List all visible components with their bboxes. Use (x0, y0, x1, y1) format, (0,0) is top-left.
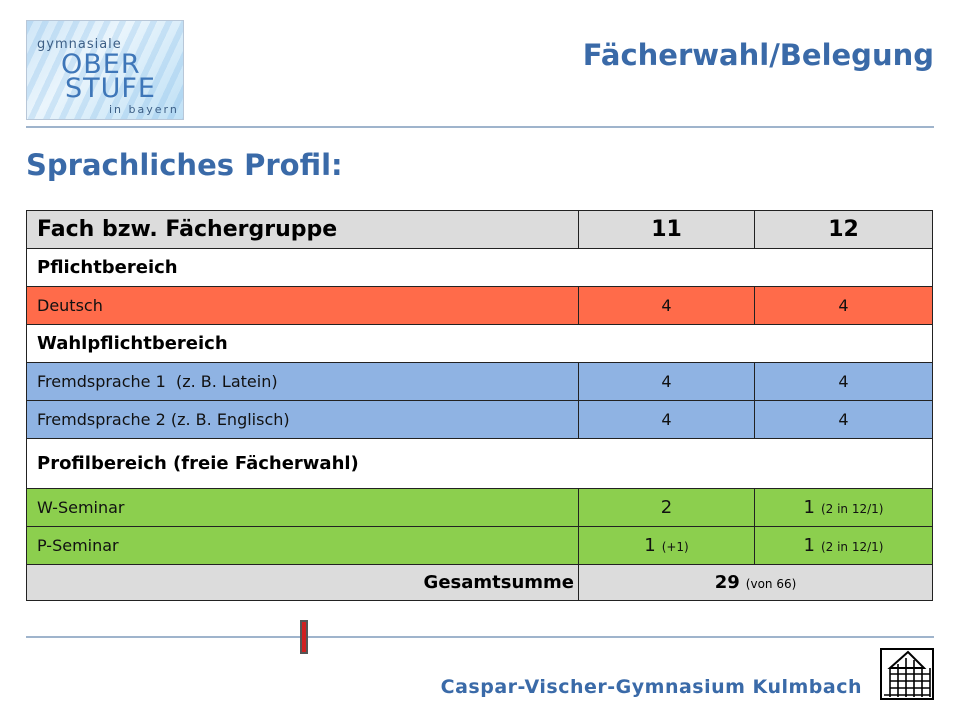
oberstufe-logo: gymnasiale OBER STUFE in bayern (26, 20, 184, 120)
subject-table: Fach bzw. Fächergruppe 11 12 Pflichtbere… (26, 210, 933, 601)
profile-subtitle: Sprachliches Profil: (26, 148, 343, 182)
logo-background (27, 21, 183, 119)
hours-12-cell: 1 (2 in 12/1) (754, 526, 933, 565)
hours-12: 4 (754, 400, 933, 439)
section-label-profil: Profilbereich (freie Fächerwahl) (26, 438, 933, 489)
subject-name: Deutsch (26, 286, 579, 325)
total-cell: 29 (von 66) (578, 564, 933, 601)
hours-12-note: (2 in 12/1) (820, 502, 884, 516)
hours-11-note: (+1) (661, 540, 689, 554)
table-row: W-Seminar 2 1 (2 in 12/1) (26, 488, 933, 527)
subject-name: W-Seminar (26, 488, 579, 527)
section-row-profil: Profilbereich (freie Fächerwahl) (26, 438, 933, 489)
hours-12-note: (2 in 12/1) (820, 540, 884, 554)
hours-12: 4 (754, 286, 933, 325)
section-label-wahlpflicht: Wahlpflichtbereich (26, 324, 933, 363)
table-row: Fremdsprache 2 (z. B. Englisch) 4 4 (26, 400, 933, 439)
school-name: Caspar-Vischer-Gymnasium Kulmbach (440, 676, 862, 698)
header-fach: Fach bzw. Fächergruppe (26, 210, 579, 249)
table-row: P-Seminar 1 (+1) 1 (2 in 12/1) (26, 526, 933, 565)
section-row-wahlpflicht: Wahlpflichtbereich (26, 324, 933, 363)
hours-12: 1 (803, 497, 815, 518)
hours-11-cell: 2 (578, 488, 755, 527)
total-value: 29 (714, 572, 740, 593)
hours-11: 4 (578, 286, 755, 325)
header-divider (26, 126, 934, 128)
hours-12-cell: 1 (2 in 12/1) (754, 488, 933, 527)
logo-line-1: gymnasiale (37, 37, 122, 52)
subject-name: Fremdsprache 2 (z. B. Englisch) (26, 400, 579, 439)
hours-11: 4 (578, 362, 755, 401)
logo-line-3: STUFE (65, 73, 156, 104)
table-header-row: Fach bzw. Fächergruppe 11 12 (26, 210, 933, 249)
hours-11: 2 (660, 497, 673, 518)
page-title: Fächerwahl/Belegung (582, 38, 934, 72)
table-row: Fremdsprache 1 (z. B. Latein) 4 4 (26, 362, 933, 401)
subject-name: Fremdsprache 1 (z. B. Latein) (26, 362, 579, 401)
logo-line-4: in bayern (109, 103, 179, 116)
hours-11: 1 (644, 535, 656, 556)
footer-divider (26, 636, 934, 638)
section-label-pflicht: Pflichtbereich (26, 248, 933, 287)
total-label: Gesamtsumme (26, 564, 579, 601)
header-year-12: 12 (754, 210, 933, 249)
table-row: Deutsch 4 4 (26, 286, 933, 325)
hours-12: 1 (803, 535, 815, 556)
total-row: Gesamtsumme 29 (von 66) (26, 564, 933, 601)
logo-line-2: OBER (61, 49, 141, 80)
hours-11-cell: 1 (+1) (578, 526, 755, 565)
header-year-11: 11 (578, 210, 755, 249)
building-icon (880, 648, 934, 700)
hours-11: 4 (578, 400, 755, 439)
section-row-pflicht: Pflichtbereich (26, 248, 933, 287)
hours-12: 4 (754, 362, 933, 401)
red-bar-marker-icon (300, 620, 308, 654)
total-note: (von 66) (745, 577, 797, 591)
subject-name: P-Seminar (26, 526, 579, 565)
